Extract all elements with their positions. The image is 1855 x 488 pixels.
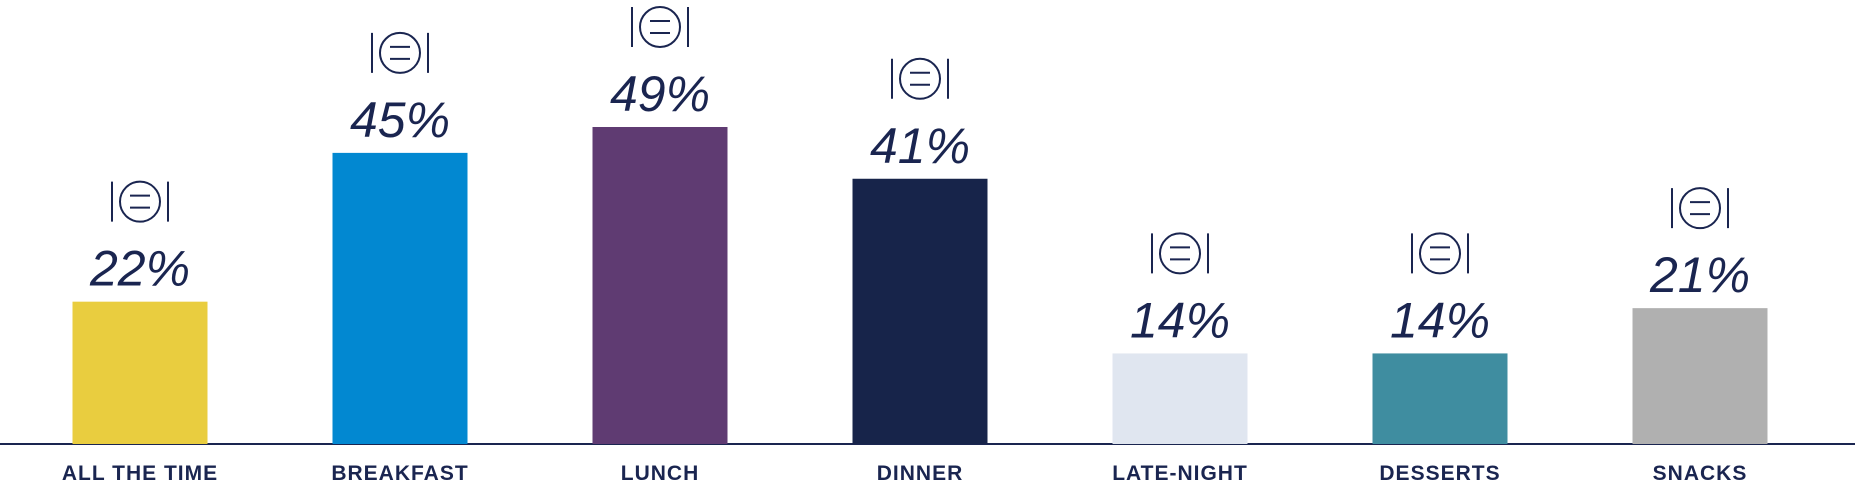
bar xyxy=(1632,308,1768,444)
value-label: 45% xyxy=(350,92,450,148)
food-icon xyxy=(371,31,429,74)
food-icon xyxy=(1151,232,1209,275)
icon-shape xyxy=(631,7,689,47)
food-icon xyxy=(891,57,949,100)
bar xyxy=(852,178,988,444)
value-label: 22% xyxy=(89,241,190,297)
category-label: LATE-NIGHT xyxy=(1112,462,1248,485)
category-label: SNACKS xyxy=(1653,462,1748,485)
food-icon xyxy=(1411,232,1469,275)
icon-shape xyxy=(1411,233,1469,274)
food-icon xyxy=(631,6,689,48)
category-label: LUNCH xyxy=(621,462,700,485)
bar xyxy=(1112,353,1248,444)
category-label: DINNER xyxy=(877,462,964,485)
bar xyxy=(592,127,728,444)
value-label: 21% xyxy=(1649,247,1750,303)
icon-shape xyxy=(639,6,681,48)
icon-shape xyxy=(1151,233,1209,274)
food-icon xyxy=(111,180,169,223)
icon-shape xyxy=(891,58,949,99)
bar xyxy=(332,152,468,444)
category-label: DESSERTS xyxy=(1379,462,1500,485)
value-label: 14% xyxy=(1390,292,1490,348)
category-label: ALL THE TIME xyxy=(62,462,218,485)
icon-shape xyxy=(899,57,941,100)
icon-shape xyxy=(1679,187,1721,230)
value-label: 49% xyxy=(610,66,710,122)
food-icon xyxy=(1671,187,1729,230)
icon-shape xyxy=(1671,188,1729,229)
category-label: BREAKFAST xyxy=(331,462,468,485)
bar xyxy=(72,301,208,444)
value-label: 14% xyxy=(1130,292,1230,348)
bar xyxy=(1372,353,1508,444)
icon-shape xyxy=(379,31,421,74)
icon-shape xyxy=(119,180,161,223)
icon-shape xyxy=(1419,232,1461,275)
icon-shape xyxy=(111,181,169,222)
icon-shape xyxy=(371,32,429,73)
icon-shape xyxy=(1159,232,1201,275)
value-label: 41% xyxy=(870,118,970,174)
